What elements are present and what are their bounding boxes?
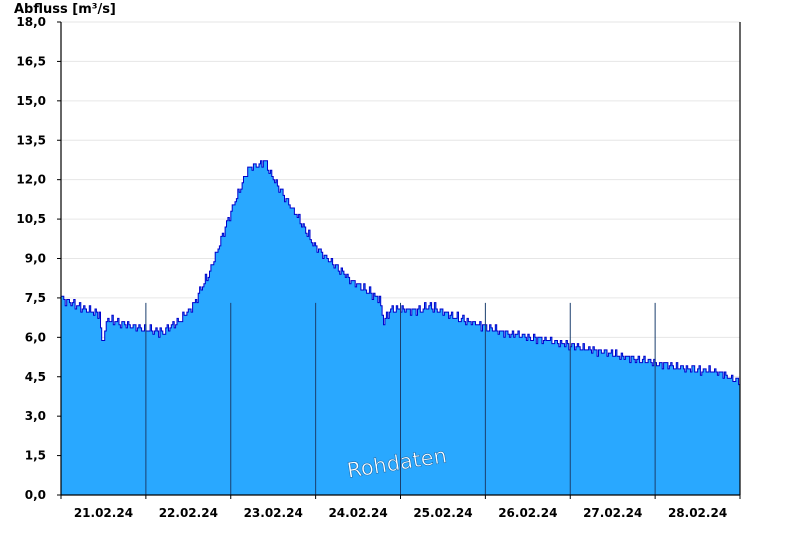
x-tick-label: 23.02.24 bbox=[244, 506, 303, 520]
y-tick-label: 18,0 bbox=[16, 15, 46, 29]
x-tick-label: 25.02.24 bbox=[413, 506, 472, 520]
y-tick-label: 16,5 bbox=[16, 54, 46, 68]
y-tick-label: 13,5 bbox=[16, 133, 46, 147]
x-tick-label: 24.02.24 bbox=[328, 506, 387, 520]
y-tick-label: 12,0 bbox=[16, 173, 46, 187]
y-tick-label: 0,0 bbox=[25, 488, 46, 502]
x-tick-label: 21.02.24 bbox=[74, 506, 133, 520]
y-tick-label: 15,0 bbox=[16, 94, 46, 108]
y-axis-label: Abfluss [m³/s] bbox=[14, 2, 116, 17]
y-tick-label: 7,5 bbox=[25, 291, 46, 305]
y-tick-label: 10,5 bbox=[16, 212, 46, 226]
axes bbox=[57, 21, 741, 499]
y-tick-label: 1,5 bbox=[25, 449, 46, 463]
x-tick-labels: 21.02.24 22.02.24 23.02.24 24.02.24 25.02.24… bbox=[74, 506, 727, 520]
day-separators bbox=[145, 302, 656, 495]
y-tick-label: 4,5 bbox=[25, 370, 46, 384]
y-tick-label: 9,0 bbox=[25, 252, 46, 266]
x-tick-label: 22.02.24 bbox=[159, 506, 218, 520]
x-tick-label: 28.02.24 bbox=[668, 506, 727, 520]
y-tick-label: 6,0 bbox=[25, 330, 46, 344]
y-tick-label: 3,0 bbox=[25, 409, 46, 423]
x-tick-label: 26.02.24 bbox=[498, 506, 557, 520]
y-tick-labels: 0,0 1,5 3,0 4,5 6,0 7,5 9,0 10,5 12,0 13,5 15,0 16,… bbox=[16, 15, 46, 502]
x-tick-label: 27.02.24 bbox=[583, 506, 642, 520]
series-line bbox=[61, 160, 741, 386]
